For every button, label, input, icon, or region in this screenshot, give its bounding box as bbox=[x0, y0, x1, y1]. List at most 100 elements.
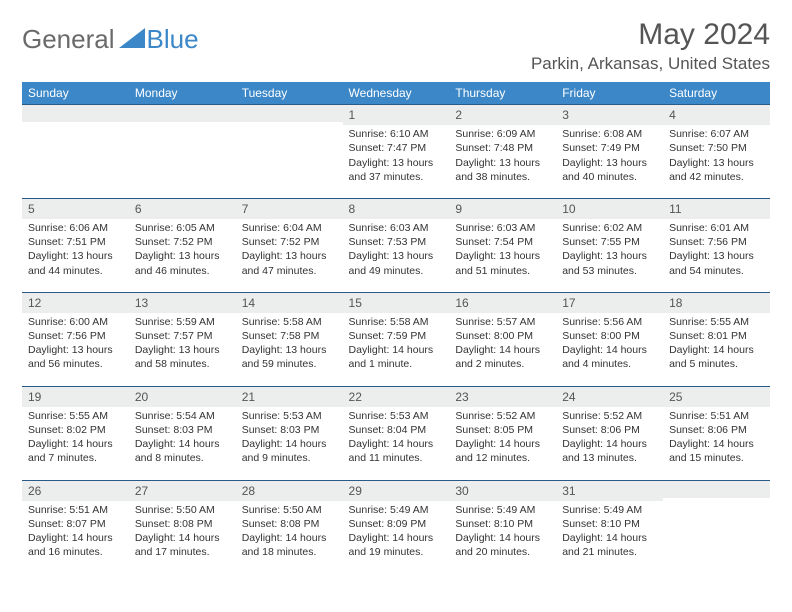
sunrise-line: Sunrise: 5:50 AM bbox=[135, 503, 230, 517]
day-cell: 11Sunrise: 6:01 AMSunset: 7:56 PMDayligh… bbox=[663, 198, 770, 286]
sunrise-line: Sunrise: 5:55 AM bbox=[28, 409, 123, 423]
daylight-line: Daylight: 13 hours and 46 minutes. bbox=[135, 249, 230, 277]
day-body: Sunrise: 6:04 AMSunset: 7:52 PMDaylight:… bbox=[236, 219, 343, 286]
day-body: Sunrise: 6:00 AMSunset: 7:56 PMDaylight:… bbox=[22, 313, 129, 380]
day-number: 23 bbox=[449, 386, 556, 407]
daylight-line: Daylight: 13 hours and 59 minutes. bbox=[242, 343, 337, 371]
day-body bbox=[663, 498, 770, 560]
day-body: Sunrise: 5:58 AMSunset: 7:59 PMDaylight:… bbox=[343, 313, 450, 380]
sunrise-line: Sunrise: 5:55 AM bbox=[669, 315, 764, 329]
day-body: Sunrise: 6:03 AMSunset: 7:53 PMDaylight:… bbox=[343, 219, 450, 286]
day-number: 1 bbox=[343, 104, 450, 125]
sunset-line: Sunset: 7:52 PM bbox=[242, 235, 337, 249]
day-cell: 16Sunrise: 5:57 AMSunset: 8:00 PMDayligh… bbox=[449, 292, 556, 380]
sunrise-line: Sunrise: 6:03 AM bbox=[455, 221, 550, 235]
sunrise-line: Sunrise: 6:06 AM bbox=[28, 221, 123, 235]
daylight-line: Daylight: 14 hours and 13 minutes. bbox=[562, 437, 657, 465]
day-body: Sunrise: 5:50 AMSunset: 8:08 PMDaylight:… bbox=[129, 501, 236, 568]
day-number: 19 bbox=[22, 386, 129, 407]
sunrise-line: Sunrise: 6:09 AM bbox=[455, 127, 550, 141]
sunrise-line: Sunrise: 6:04 AM bbox=[242, 221, 337, 235]
sunrise-line: Sunrise: 5:57 AM bbox=[455, 315, 550, 329]
sunrise-line: Sunrise: 6:02 AM bbox=[562, 221, 657, 235]
logo-triangle-icon bbox=[119, 24, 145, 55]
day-number: 15 bbox=[343, 292, 450, 313]
day-body bbox=[129, 122, 236, 184]
sunset-line: Sunset: 8:08 PM bbox=[135, 517, 230, 531]
sunset-line: Sunset: 7:56 PM bbox=[28, 329, 123, 343]
sunrise-line: Sunrise: 6:01 AM bbox=[669, 221, 764, 235]
day-number: 7 bbox=[236, 198, 343, 219]
sunset-line: Sunset: 8:08 PM bbox=[242, 517, 337, 531]
sunset-line: Sunset: 8:06 PM bbox=[562, 423, 657, 437]
weekday-header: Thursday bbox=[449, 82, 556, 104]
day-cell: 15Sunrise: 5:58 AMSunset: 7:59 PMDayligh… bbox=[343, 292, 450, 380]
weekday-header: Sunday bbox=[22, 82, 129, 104]
daylight-line: Daylight: 14 hours and 20 minutes. bbox=[455, 531, 550, 559]
day-number: 26 bbox=[22, 480, 129, 501]
sunset-line: Sunset: 7:56 PM bbox=[669, 235, 764, 249]
week-row: 26Sunrise: 5:51 AMSunset: 8:07 PMDayligh… bbox=[22, 480, 770, 568]
day-cell: 17Sunrise: 5:56 AMSunset: 8:00 PMDayligh… bbox=[556, 292, 663, 380]
day-body: Sunrise: 6:09 AMSunset: 7:48 PMDaylight:… bbox=[449, 125, 556, 192]
day-cell bbox=[22, 104, 129, 192]
sunrise-line: Sunrise: 5:49 AM bbox=[562, 503, 657, 517]
sunrise-line: Sunrise: 5:53 AM bbox=[242, 409, 337, 423]
sunset-line: Sunset: 8:02 PM bbox=[28, 423, 123, 437]
day-body: Sunrise: 6:06 AMSunset: 7:51 PMDaylight:… bbox=[22, 219, 129, 286]
day-body: Sunrise: 6:02 AMSunset: 7:55 PMDaylight:… bbox=[556, 219, 663, 286]
sunset-line: Sunset: 7:53 PM bbox=[349, 235, 444, 249]
day-number: 12 bbox=[22, 292, 129, 313]
day-cell: 24Sunrise: 5:52 AMSunset: 8:06 PMDayligh… bbox=[556, 386, 663, 474]
day-body: Sunrise: 6:05 AMSunset: 7:52 PMDaylight:… bbox=[129, 219, 236, 286]
day-cell: 8Sunrise: 6:03 AMSunset: 7:53 PMDaylight… bbox=[343, 198, 450, 286]
logo: General Blue bbox=[22, 18, 199, 55]
daylight-line: Daylight: 13 hours and 42 minutes. bbox=[669, 156, 764, 184]
daylight-line: Daylight: 14 hours and 16 minutes. bbox=[28, 531, 123, 559]
sunset-line: Sunset: 7:49 PM bbox=[562, 141, 657, 155]
daylight-line: Daylight: 14 hours and 8 minutes. bbox=[135, 437, 230, 465]
day-number: 10 bbox=[556, 198, 663, 219]
sunset-line: Sunset: 7:51 PM bbox=[28, 235, 123, 249]
day-body: Sunrise: 5:55 AMSunset: 8:01 PMDaylight:… bbox=[663, 313, 770, 380]
daylight-line: Daylight: 13 hours and 49 minutes. bbox=[349, 249, 444, 277]
weekday-header: Saturday bbox=[663, 82, 770, 104]
sunset-line: Sunset: 7:55 PM bbox=[562, 235, 657, 249]
day-number: 9 bbox=[449, 198, 556, 219]
daylight-line: Daylight: 13 hours and 47 minutes. bbox=[242, 249, 337, 277]
sunrise-line: Sunrise: 6:10 AM bbox=[349, 127, 444, 141]
day-number: 24 bbox=[556, 386, 663, 407]
day-number bbox=[236, 104, 343, 122]
day-body: Sunrise: 5:50 AMSunset: 8:08 PMDaylight:… bbox=[236, 501, 343, 568]
day-body: Sunrise: 5:52 AMSunset: 8:06 PMDaylight:… bbox=[556, 407, 663, 474]
location: Parkin, Arkansas, United States bbox=[531, 54, 770, 74]
sunrise-line: Sunrise: 5:53 AM bbox=[349, 409, 444, 423]
day-body: Sunrise: 6:03 AMSunset: 7:54 PMDaylight:… bbox=[449, 219, 556, 286]
day-body: Sunrise: 5:53 AMSunset: 8:04 PMDaylight:… bbox=[343, 407, 450, 474]
daylight-line: Daylight: 14 hours and 4 minutes. bbox=[562, 343, 657, 371]
day-cell: 3Sunrise: 6:08 AMSunset: 7:49 PMDaylight… bbox=[556, 104, 663, 192]
day-number: 14 bbox=[236, 292, 343, 313]
day-number: 16 bbox=[449, 292, 556, 313]
sunrise-line: Sunrise: 5:58 AM bbox=[242, 315, 337, 329]
day-number bbox=[22, 104, 129, 122]
sunrise-line: Sunrise: 6:00 AM bbox=[28, 315, 123, 329]
day-body: Sunrise: 6:01 AMSunset: 7:56 PMDaylight:… bbox=[663, 219, 770, 286]
day-number: 28 bbox=[236, 480, 343, 501]
weekday-header: Friday bbox=[556, 82, 663, 104]
day-cell: 7Sunrise: 6:04 AMSunset: 7:52 PMDaylight… bbox=[236, 198, 343, 286]
daylight-line: Daylight: 14 hours and 7 minutes. bbox=[28, 437, 123, 465]
day-body: Sunrise: 5:51 AMSunset: 8:07 PMDaylight:… bbox=[22, 501, 129, 568]
day-cell: 29Sunrise: 5:49 AMSunset: 8:09 PMDayligh… bbox=[343, 480, 450, 568]
daylight-line: Daylight: 13 hours and 54 minutes. bbox=[669, 249, 764, 277]
day-body: Sunrise: 5:56 AMSunset: 8:00 PMDaylight:… bbox=[556, 313, 663, 380]
day-number: 22 bbox=[343, 386, 450, 407]
sunrise-line: Sunrise: 5:56 AM bbox=[562, 315, 657, 329]
day-number bbox=[129, 104, 236, 122]
daylight-line: Daylight: 14 hours and 5 minutes. bbox=[669, 343, 764, 371]
sunset-line: Sunset: 7:54 PM bbox=[455, 235, 550, 249]
day-number bbox=[663, 480, 770, 498]
day-number: 3 bbox=[556, 104, 663, 125]
sunrise-line: Sunrise: 5:52 AM bbox=[455, 409, 550, 423]
sunrise-line: Sunrise: 5:50 AM bbox=[242, 503, 337, 517]
